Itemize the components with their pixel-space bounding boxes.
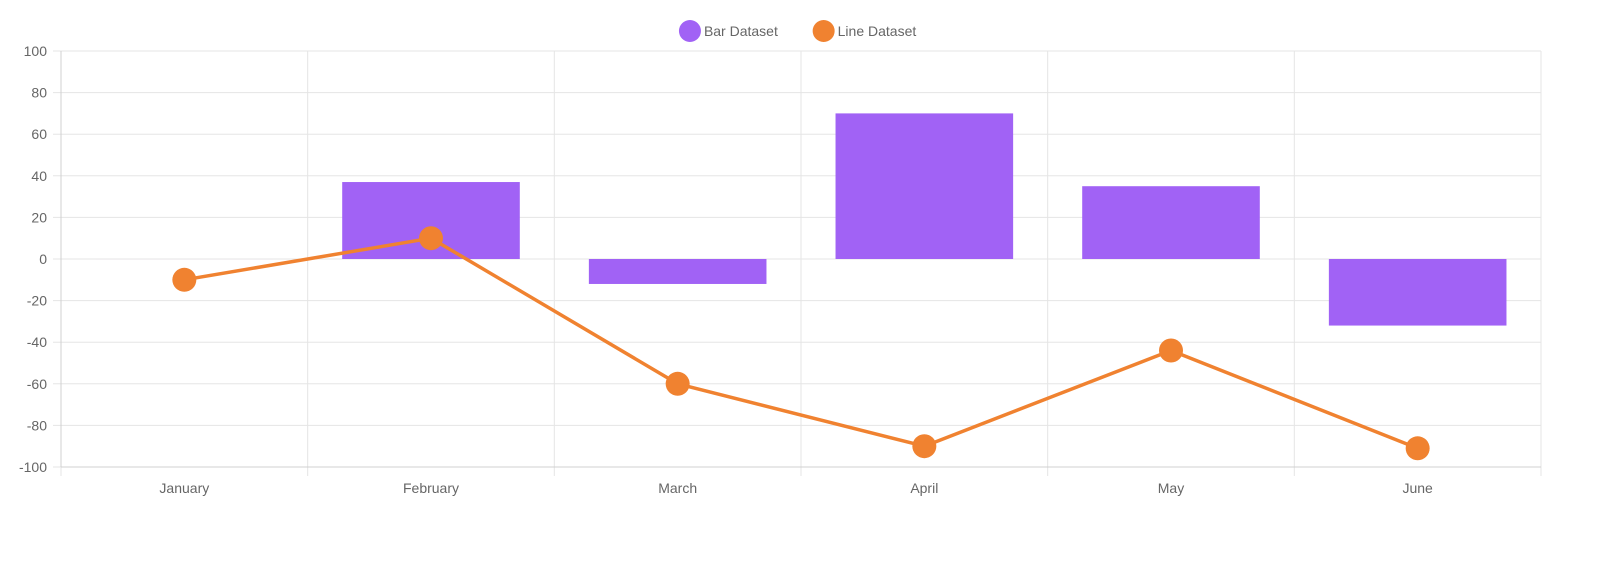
line-point[interactable]	[172, 267, 197, 292]
x-tick-label: May	[1158, 480, 1184, 496]
x-tick-label: March	[658, 480, 697, 496]
legend-item[interactable]: Line Dataset	[812, 20, 917, 42]
x-axis: January February March April May June	[61, 466, 1541, 496]
y-tick-label: 20	[31, 209, 47, 225]
bar[interactable]	[1082, 186, 1260, 259]
x-tick-label: February	[403, 480, 459, 496]
y-tick-label: 40	[31, 168, 47, 184]
x-tick-label: January	[159, 480, 209, 496]
y-tick-label: -80	[27, 417, 47, 433]
legend-item[interactable]: Bar Dataset	[678, 20, 778, 42]
x-tick-label: June	[1402, 480, 1433, 496]
line-point[interactable]	[1405, 436, 1430, 461]
y-tick-label: 100	[24, 43, 48, 59]
bar[interactable]	[1328, 259, 1507, 326]
x-tick-label: April	[910, 480, 938, 496]
line-point[interactable]	[419, 226, 443, 251]
y-tick-label: -100	[19, 459, 47, 475]
bar-series	[95, 113, 1507, 326]
y-tick-label: 80	[31, 85, 47, 101]
legend-swatch	[678, 20, 701, 42]
legend-label: Bar Dataset	[704, 23, 778, 39]
series-line	[184, 236, 1419, 450]
bar[interactable]	[835, 113, 1014, 260]
line-point[interactable]	[1159, 338, 1183, 363]
line-point[interactable]	[665, 371, 690, 396]
bar[interactable]	[588, 259, 767, 284]
line-point[interactable]	[912, 434, 937, 459]
y-tick-label: -60	[27, 376, 47, 392]
line-series	[172, 226, 1430, 461]
y-axis: 100 80 60 40 20 0 -20 -40 -60 -80 -100	[19, 43, 62, 475]
y-tick-label: -20	[27, 293, 47, 309]
legend-label: Line Dataset	[838, 23, 917, 39]
legend-swatch	[812, 20, 835, 42]
y-tick-label: -40	[27, 334, 47, 350]
legend[interactable]: Bar Dataset Line Dataset	[678, 20, 917, 42]
y-tick-label: 60	[31, 126, 47, 142]
y-tick-label: 0	[39, 251, 47, 267]
